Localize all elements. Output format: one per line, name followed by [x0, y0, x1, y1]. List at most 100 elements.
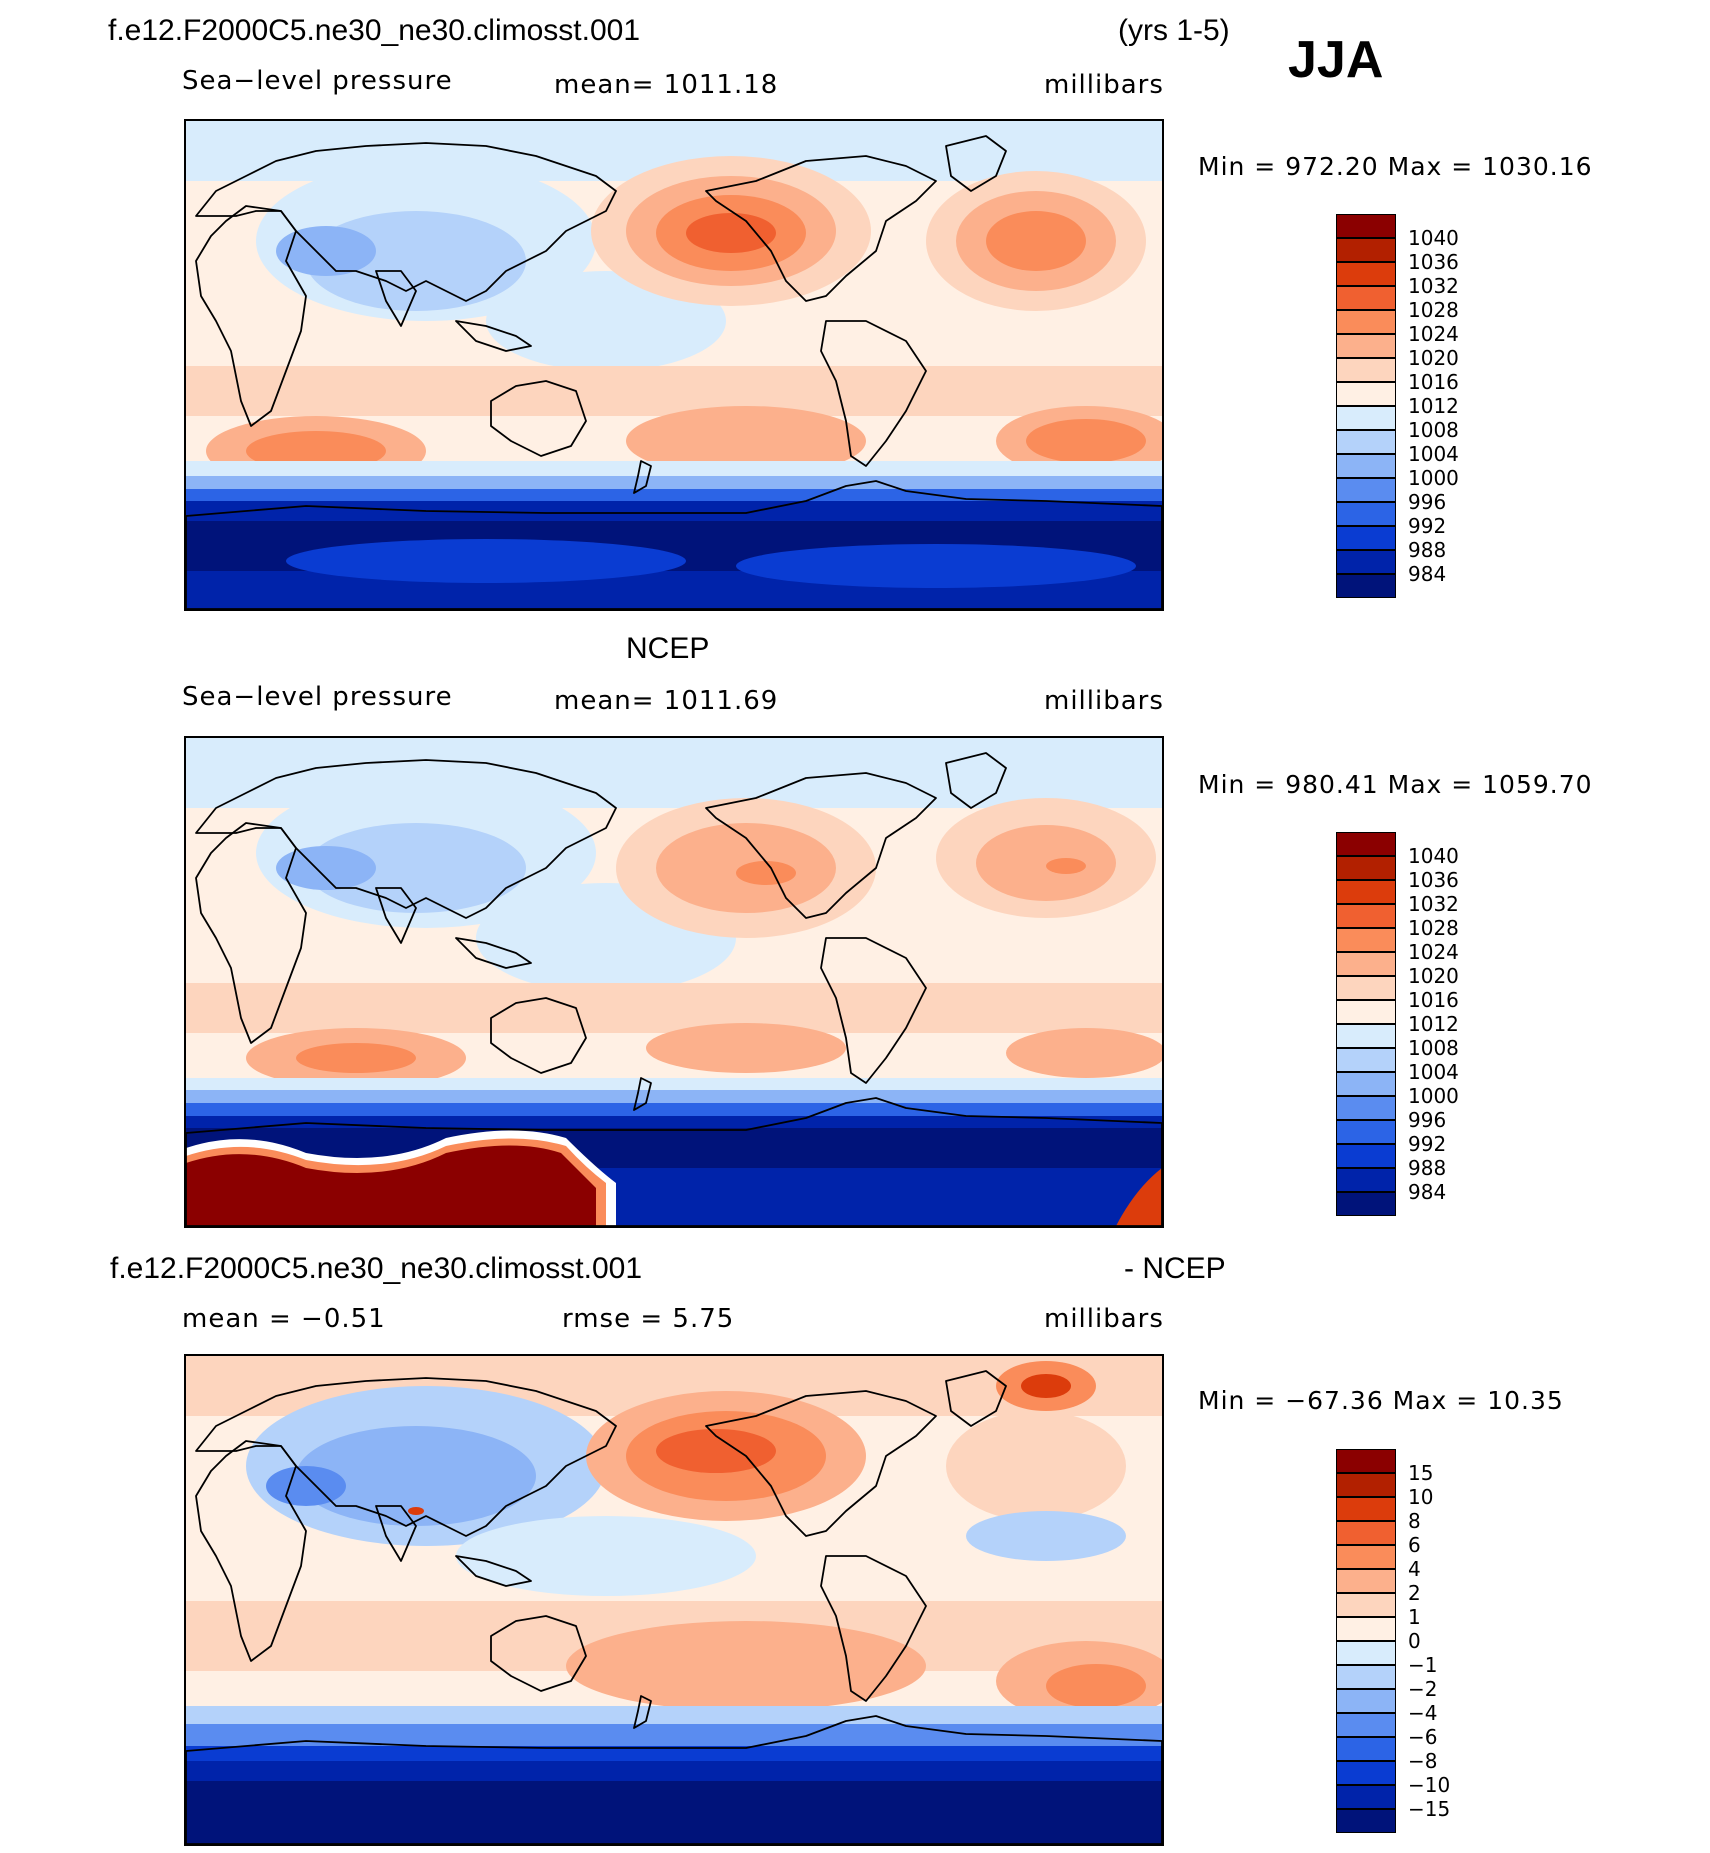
panel2-units: millibars — [1044, 686, 1164, 716]
colorbar-label: 1020 — [1408, 346, 1459, 370]
colorbar-box — [1336, 1192, 1396, 1216]
colorbar-label: −6 — [1408, 1725, 1438, 1749]
colorbar-label: 1032 — [1408, 274, 1459, 298]
colorbar-label: −4 — [1408, 1701, 1438, 1725]
colorbar-box — [1336, 406, 1396, 430]
colorbar-label: 1040 — [1408, 226, 1459, 250]
panel1-variable: Sea−level pressure — [182, 66, 453, 96]
panel1-map-svg — [186, 121, 1162, 609]
colorbar-label: 1036 — [1408, 868, 1459, 892]
panel2-map-svg — [186, 738, 1162, 1226]
colorbar-label: 1 — [1408, 1605, 1421, 1629]
colorbar-label: −8 — [1408, 1749, 1438, 1773]
colorbar-box — [1336, 1785, 1396, 1809]
colorbar-box — [1336, 1096, 1396, 1120]
colorbar-label: 984 — [1408, 562, 1447, 586]
panel3-map — [184, 1354, 1164, 1846]
panel2-title: NCEP — [626, 632, 710, 665]
colorbar-box — [1336, 832, 1396, 856]
colorbar-box — [1336, 1473, 1396, 1497]
colorbar-label: 1012 — [1408, 394, 1459, 418]
panel3-units: millibars — [1044, 1304, 1164, 1334]
colorbar-box — [1336, 382, 1396, 406]
colorbar-label: 1016 — [1408, 988, 1459, 1012]
colorbar-box — [1336, 1617, 1396, 1641]
colorbar-label: 984 — [1408, 1180, 1447, 1204]
colorbar-label: 1028 — [1408, 298, 1459, 322]
colorbar-box — [1336, 478, 1396, 502]
colorbar-box — [1336, 1000, 1396, 1024]
panel2-map — [184, 736, 1164, 1228]
panel1-map — [184, 119, 1164, 611]
colorbar-box — [1336, 880, 1396, 904]
panel2-mean: mean= 1011.69 — [554, 686, 779, 716]
panel1-minmax: Min = 972.20 Max = 1030.16 — [1198, 152, 1593, 181]
colorbar-box — [1336, 952, 1396, 976]
colorbar-label: 1016 — [1408, 370, 1459, 394]
case-name-title: f.e12.F2000C5.ne30_ne30.climosst.001 — [108, 14, 641, 47]
colorbar-label: 1040 — [1408, 844, 1459, 868]
colorbar-label: 1024 — [1408, 322, 1459, 346]
panel2-minmax: Min = 980.41 Max = 1059.70 — [1198, 770, 1593, 799]
colorbar-box — [1336, 1713, 1396, 1737]
panel1-mean: mean= 1011.18 — [554, 70, 779, 100]
colorbar-box — [1336, 1072, 1396, 1096]
colorbar-box — [1336, 856, 1396, 880]
colorbar-label: 8 — [1408, 1509, 1421, 1533]
colorbar-label: 992 — [1408, 1132, 1447, 1156]
colorbar-label: 2 — [1408, 1581, 1421, 1605]
panel2-variable: Sea−level pressure — [182, 682, 453, 712]
colorbar-label: 996 — [1408, 490, 1447, 514]
colorbar-label: 1028 — [1408, 916, 1459, 940]
colorbar-box — [1336, 1641, 1396, 1665]
colorbar-box — [1336, 904, 1396, 928]
colorbar-box — [1336, 1168, 1396, 1192]
colorbar-label: 1000 — [1408, 1084, 1459, 1108]
colorbar-label: −2 — [1408, 1677, 1438, 1701]
colorbar-label: 1008 — [1408, 1036, 1459, 1060]
years-label: (yrs 1-5) — [1118, 14, 1230, 47]
colorbar-box — [1336, 1593, 1396, 1617]
colorbar-box — [1336, 334, 1396, 358]
colorbar-label: 4 — [1408, 1557, 1421, 1581]
panel1-units: millibars — [1044, 70, 1164, 100]
colorbar-label: 6 — [1408, 1533, 1421, 1557]
colorbar-box — [1336, 1761, 1396, 1785]
colorbar-box — [1336, 238, 1396, 262]
colorbar-box — [1336, 1144, 1396, 1168]
colorbar-label: 0 — [1408, 1629, 1421, 1653]
colorbar-label: −10 — [1408, 1773, 1451, 1797]
colorbar-label: 1036 — [1408, 250, 1459, 274]
colorbar-label: −15 — [1408, 1797, 1451, 1821]
panel3-rmse: rmse = 5.75 — [562, 1304, 735, 1334]
colorbar-box — [1336, 358, 1396, 382]
panel3-minmax: Min = −67.36 Max = 10.35 — [1198, 1386, 1564, 1415]
colorbar-box — [1336, 976, 1396, 1000]
colorbar-label: −1 — [1408, 1653, 1438, 1677]
panel3-map-svg — [186, 1356, 1162, 1844]
colorbar-label: 1020 — [1408, 964, 1459, 988]
colorbar-label: 1004 — [1408, 442, 1459, 466]
colorbar-box — [1336, 286, 1396, 310]
colorbar-box — [1336, 1497, 1396, 1521]
colorbar-box — [1336, 1048, 1396, 1072]
colorbar-label: 992 — [1408, 514, 1447, 538]
colorbar-box — [1336, 928, 1396, 952]
colorbar-label: 10 — [1408, 1485, 1434, 1509]
colorbar-box — [1336, 550, 1396, 574]
panel3-title-right: - NCEP — [1124, 1252, 1226, 1285]
colorbar-box — [1336, 430, 1396, 454]
colorbar-label: 1000 — [1408, 466, 1459, 490]
colorbar-box — [1336, 1024, 1396, 1048]
colorbar-box — [1336, 1569, 1396, 1593]
colorbar-box — [1336, 574, 1396, 598]
season-label: JJA — [1288, 31, 1384, 89]
panel3-mean: mean = −0.51 — [182, 1304, 386, 1334]
colorbar-box — [1336, 1521, 1396, 1545]
colorbar-box — [1336, 526, 1396, 550]
colorbar-label: 1008 — [1408, 418, 1459, 442]
colorbar-box — [1336, 454, 1396, 478]
colorbar-label: 15 — [1408, 1461, 1434, 1485]
colorbar-label: 1032 — [1408, 892, 1459, 916]
colorbar-label: 1024 — [1408, 940, 1459, 964]
